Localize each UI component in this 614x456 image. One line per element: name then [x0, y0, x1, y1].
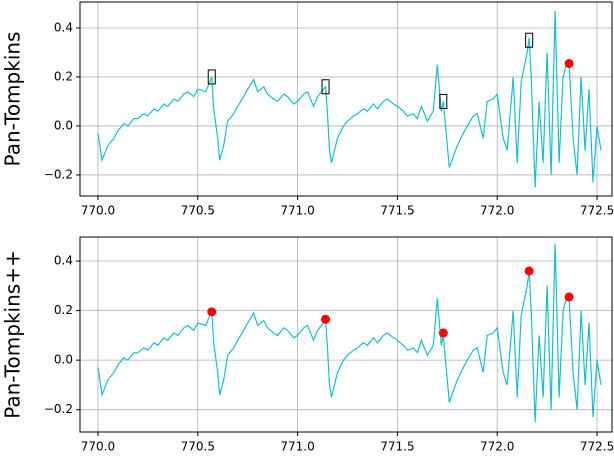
peak-marker [564, 58, 574, 68]
y-tick-label: −0.2 [44, 167, 73, 181]
detection-box [439, 93, 448, 109]
x-tick-label: 771.0 [280, 204, 314, 218]
peak-marker [564, 292, 574, 302]
x-tick-label: 771.5 [380, 440, 414, 454]
peak-marker [207, 307, 217, 317]
x-tick-label: 770.5 [181, 204, 215, 218]
detection-box [207, 69, 216, 85]
y-tick-label: 0.4 [54, 254, 73, 268]
x-tick-label: 772.5 [580, 440, 614, 454]
y-tick-label: 0.4 [54, 20, 73, 34]
y-axis-label: Pan-Tompkins [1, 32, 25, 167]
detection-box [321, 79, 330, 95]
signal-line [97, 10, 602, 188]
x-tick-label: 770.5 [181, 440, 215, 454]
detection-box [525, 32, 534, 48]
peak-marker [321, 314, 331, 324]
x-tick-label: 771.5 [380, 204, 414, 218]
x-tick-label: 772.5 [580, 204, 614, 218]
x-tick-label: 772.0 [480, 204, 514, 218]
axes-frame [79, 1, 613, 197]
x-tick-label: 771.0 [280, 440, 314, 454]
x-tick-label: 770.0 [81, 440, 115, 454]
x-tick-label: 770.0 [81, 204, 115, 218]
peak-marker [438, 328, 448, 338]
peak-marker [524, 266, 534, 276]
y-tick-label: 0.2 [54, 69, 73, 83]
y-tick-label: −0.2 [44, 402, 73, 416]
axes-frame [79, 236, 613, 433]
signal-line [97, 243, 602, 423]
y-tick-label: 0.0 [54, 118, 73, 132]
y-axis-label: Pan-Tompkins++ [1, 250, 25, 418]
x-tick-label: 772.0 [480, 440, 514, 454]
y-tick-label: 0.2 [54, 303, 73, 317]
y-tick-label: 0.0 [54, 353, 73, 367]
